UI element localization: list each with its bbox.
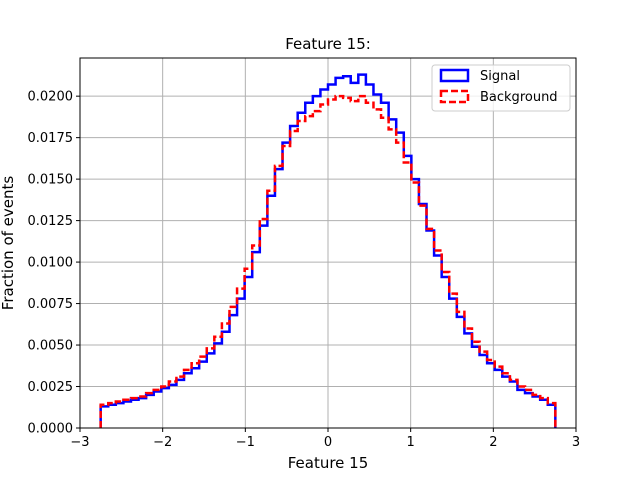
x-tick-label: 2 bbox=[489, 435, 497, 450]
legend-swatch-signal bbox=[439, 68, 470, 83]
legend: Signal Background bbox=[431, 64, 571, 112]
series-signal-histogram bbox=[99, 73, 557, 428]
x-axis-label: Feature 15 bbox=[288, 454, 369, 472]
chart-title: Feature 15: bbox=[285, 35, 371, 53]
y-tick-label: 0.0025 bbox=[28, 380, 74, 395]
axis-ticks: −3 −2 −1 0 1 2 3 0.0000 0.0025 0.0050 0.0075 0.0100… bbox=[28, 90, 581, 450]
y-tick-label: 0.0100 bbox=[28, 256, 74, 271]
y-tick-label: 0.0200 bbox=[28, 90, 74, 105]
y-tick-label: 0.0175 bbox=[28, 131, 74, 146]
legend-box bbox=[431, 64, 571, 112]
y-tick-label: 0.0125 bbox=[28, 214, 74, 229]
y-tick-label: 0.0050 bbox=[28, 339, 74, 354]
x-tick-label: −3 bbox=[70, 435, 89, 450]
legend-label-background: Background bbox=[480, 90, 558, 105]
y-tick-label: 0.0000 bbox=[28, 422, 74, 437]
y-tick-label: 0.0150 bbox=[28, 173, 74, 188]
legend-label-signal: Signal bbox=[480, 69, 520, 84]
y-tick-label: 0.0075 bbox=[28, 297, 74, 312]
x-tick-label: 1 bbox=[407, 435, 415, 450]
x-tick-label: 0 bbox=[324, 435, 332, 450]
series-background-histogram bbox=[99, 94, 557, 428]
legend-swatch-background bbox=[439, 89, 470, 104]
x-tick-label: −1 bbox=[236, 435, 255, 450]
x-tick-label: −2 bbox=[153, 435, 172, 450]
x-tick-label: 3 bbox=[572, 435, 580, 450]
plot-series bbox=[99, 73, 557, 428]
y-axis-label: Fraction of events bbox=[0, 176, 17, 311]
